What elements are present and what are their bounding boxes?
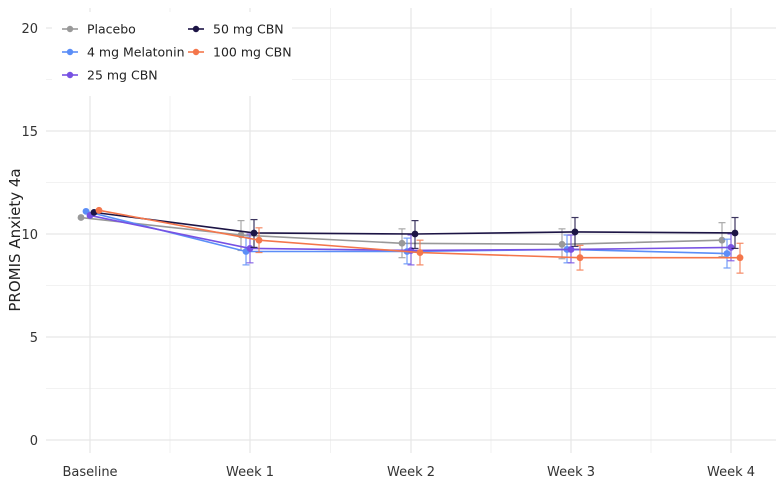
y-axis-title: PROMIS Anxiety 4a — [6, 168, 24, 311]
legend-marker — [66, 48, 74, 56]
series-50-mg-cbn — [90, 208, 739, 250]
axes: 0 5 10 15 20 Baseline Week 1 Week 2 Week 3 Week 4 — [21, 22, 755, 480]
legend-item: 25 mg CBN — [62, 68, 158, 83]
y-tick-label: 15 — [21, 125, 38, 140]
data-point — [718, 236, 726, 244]
legend-label: Placebo — [87, 22, 136, 37]
series-group — [77, 206, 744, 274]
legend-background — [52, 12, 292, 96]
data-point — [398, 239, 406, 247]
y-tick-label: 10 — [21, 228, 38, 243]
data-point — [558, 240, 566, 248]
legend-label: 100 mg CBN — [213, 45, 292, 60]
legend-item: 50 mg CBN — [188, 22, 284, 37]
legend-label: 25 mg CBN — [87, 68, 158, 83]
data-point — [246, 245, 254, 252]
x-tick-label: Week 4 — [707, 465, 755, 480]
legend: Placebo 4 mg Melatonin 25 mg CBN 50 mg CBN 1… — [62, 22, 292, 83]
legend-marker — [192, 48, 200, 56]
x-tick-label: Baseline — [62, 465, 117, 480]
data-point — [727, 243, 735, 251]
series-4-mg-melatonin — [82, 207, 731, 269]
data-point — [723, 250, 731, 257]
legend-marker — [66, 71, 74, 79]
x-tick-label: Week 3 — [547, 465, 595, 480]
y-tick-label: 0 — [30, 434, 38, 449]
x-tick-label: Week 1 — [226, 465, 274, 480]
legend-item: Placebo — [62, 22, 136, 37]
x-tick-label: Week 2 — [387, 465, 435, 480]
grid — [46, 8, 776, 453]
data-point — [77, 214, 85, 221]
data-point — [731, 229, 739, 237]
legend-label: 4 mg Melatonin — [87, 45, 185, 60]
data-point — [567, 246, 575, 253]
data-point — [95, 206, 103, 214]
data-point — [736, 254, 744, 262]
data-point — [571, 228, 579, 236]
legend-marker — [192, 25, 200, 33]
y-tick-label: 20 — [21, 22, 38, 37]
legend-item: 4 mg Melatonin — [62, 45, 185, 60]
y-tick-label: 5 — [30, 331, 38, 346]
legend-item: 100 mg CBN — [188, 45, 292, 60]
data-point — [576, 254, 584, 262]
series-100-mg-cbn — [95, 206, 744, 274]
data-point — [250, 229, 258, 237]
legend-label: 50 mg CBN — [213, 22, 284, 37]
legend-marker — [66, 25, 74, 33]
data-point — [416, 249, 424, 256]
data-point — [411, 230, 419, 238]
data-point — [255, 236, 263, 244]
